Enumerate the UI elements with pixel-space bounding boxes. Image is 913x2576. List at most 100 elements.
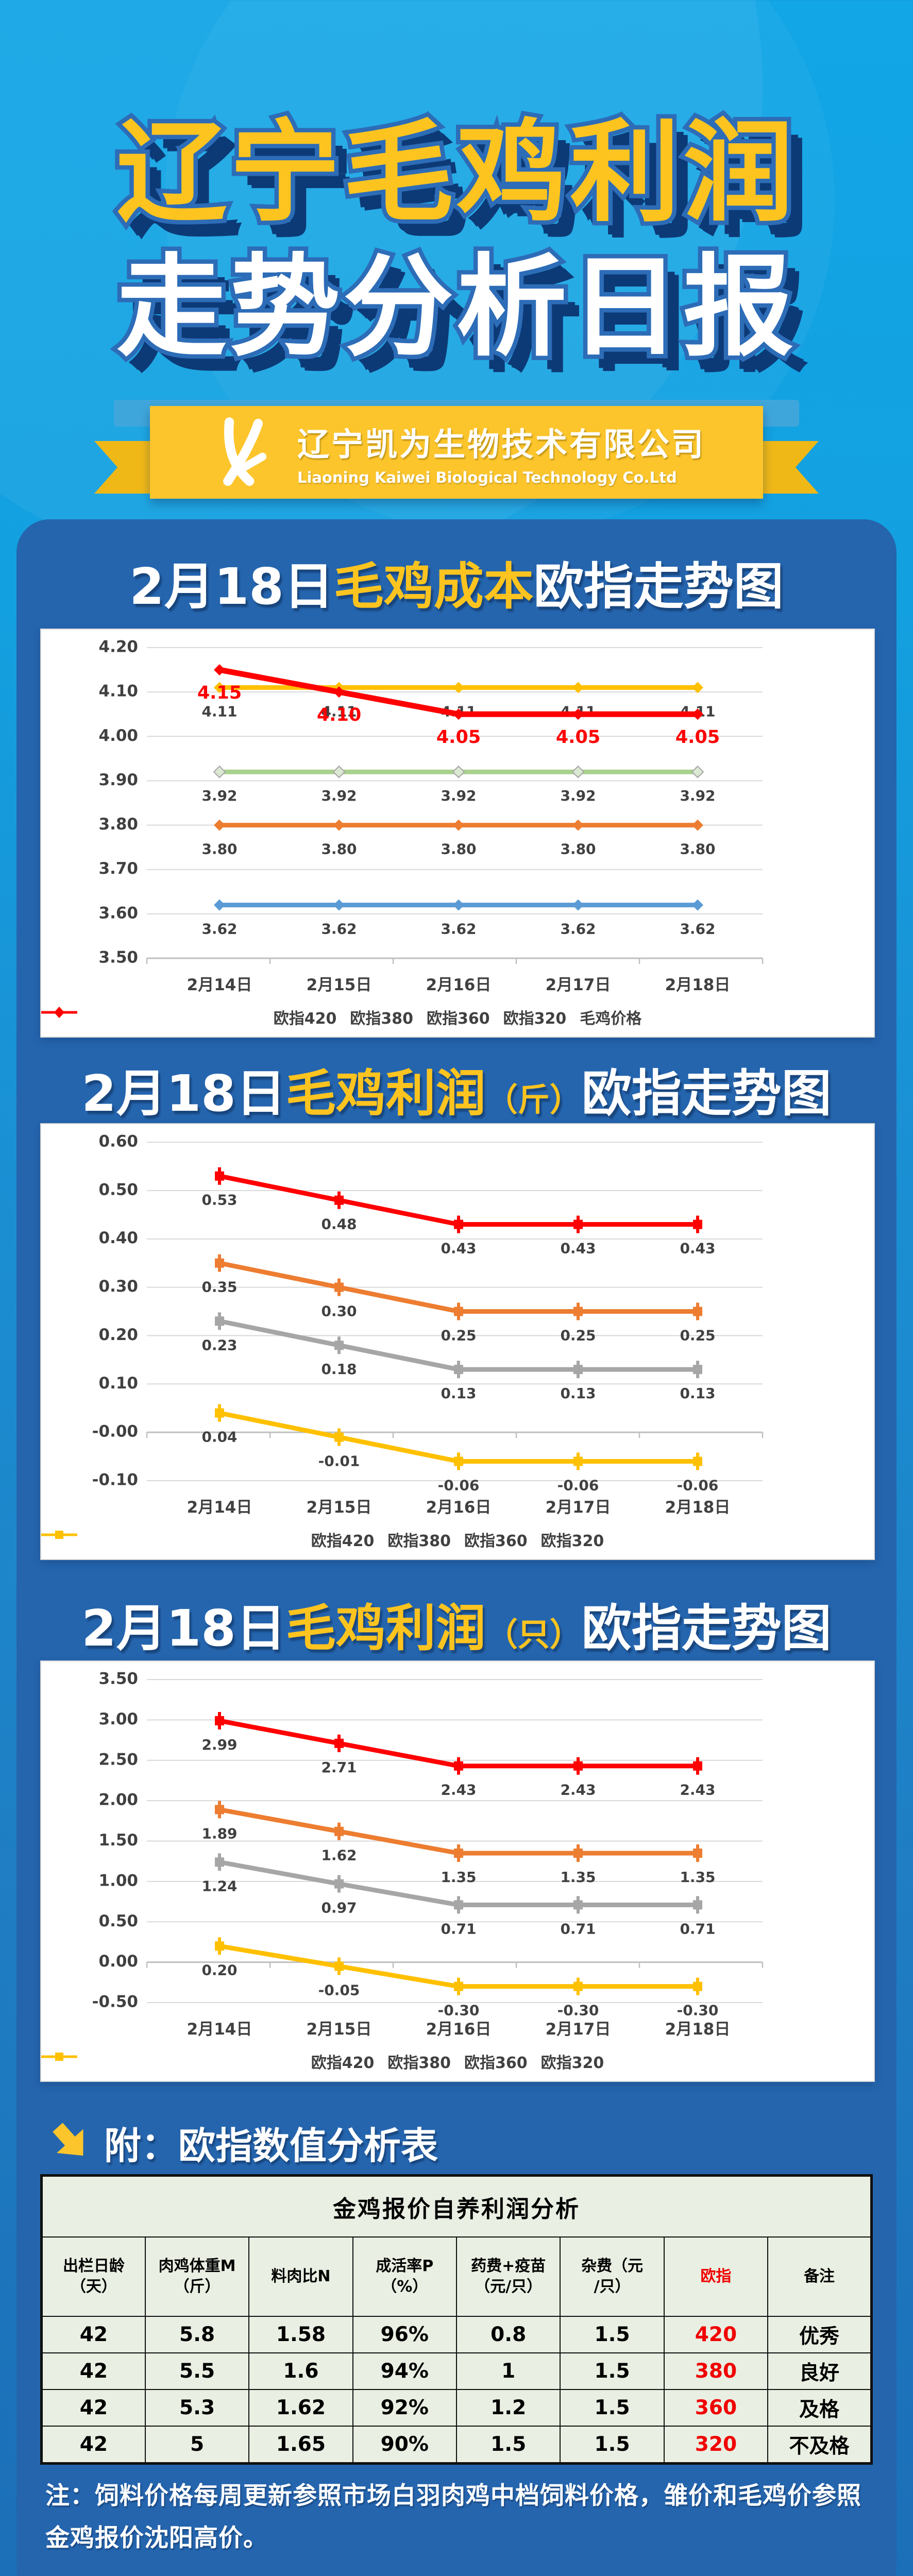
main-title-line1: 辽宁毛鸡利润 辽宁毛鸡利润 — [0, 104, 913, 241]
svg-text:2月15日: 2月15日 — [307, 976, 372, 994]
table-cell: 5.3 — [144, 2389, 250, 2427]
svg-text:2.43: 2.43 — [560, 1782, 596, 1799]
svg-text:0.25: 0.25 — [441, 1327, 476, 1344]
legend-item: 欧指360 — [41, 2050, 528, 2073]
section-title-part: 毛鸡成本 — [333, 557, 534, 616]
legend-item: 欧指420 — [41, 2050, 374, 2073]
svg-text:4.10: 4.10 — [317, 705, 361, 725]
table-cell: 1.5 — [560, 2389, 665, 2427]
svg-text:0.71: 0.71 — [680, 1920, 715, 1937]
table-cell: 1.5 — [560, 2426, 665, 2464]
svg-text:3.50: 3.50 — [99, 948, 139, 967]
svg-text:2月16日: 2月16日 — [426, 2020, 492, 2039]
legend-label: 欧指360 — [464, 1532, 528, 1550]
section-title-part: 毛鸡利润 — [285, 1599, 486, 1657]
svg-text:0.40: 0.40 — [99, 1229, 139, 1247]
svg-text:1.50: 1.50 — [99, 1831, 139, 1850]
table-header-cell: 成活率P （%） — [352, 2236, 458, 2317]
table-cell: 360 — [663, 2389, 769, 2427]
svg-text:3.80: 3.80 — [680, 841, 715, 858]
table-row: 42 5.5 1.6 94% 1 1.5 380 良好 — [41, 2352, 872, 2390]
legend-marker-icon — [41, 1531, 77, 1539]
svg-text:0.23: 0.23 — [201, 1336, 237, 1353]
svg-text:3.50: 3.50 — [99, 1670, 139, 1688]
legend-item: 欧指420 — [41, 1528, 374, 1551]
svg-text:3.62: 3.62 — [680, 921, 715, 938]
svg-text:0.48: 0.48 — [321, 1216, 357, 1233]
table-cell: 5 — [144, 2426, 250, 2464]
section-title-part: 欧指走势图 — [581, 1064, 832, 1123]
table-cell: 96% — [352, 2316, 458, 2353]
svg-text:2月17日: 2月17日 — [546, 976, 611, 994]
table-cell: 良好 — [767, 2352, 872, 2390]
svg-text:2.50: 2.50 — [99, 1750, 139, 1769]
legend-label: 欧指320 — [540, 2054, 604, 2072]
svg-text:2月17日: 2月17日 — [546, 1498, 611, 1517]
analysis-heading-row: 附：欧指数值分析表 — [53, 2115, 438, 2170]
main-title-line2-outline: 走势分析日报 — [112, 239, 798, 376]
svg-text:4.20: 4.20 — [99, 638, 139, 656]
table-header-row: 出栏日龄 （天） 肉鸡体重M （斤） 料肉比N 成活率P （%） 药费+疫苗 （元/只）… — [41, 2236, 872, 2317]
legend-marker-icon — [41, 2053, 77, 2061]
table-row: 42 5 1.65 90% 1.5 1.5 320 不及格 — [41, 2426, 872, 2464]
svg-text:-0.50: -0.50 — [92, 1993, 138, 2011]
legend-item: 欧指380 — [41, 1006, 413, 1028]
section-title-part: （斤） — [485, 1081, 582, 1118]
svg-text:3.80: 3.80 — [99, 815, 139, 834]
svg-text:-0.30: -0.30 — [557, 2002, 599, 2019]
svg-text:2月18日: 2月18日 — [665, 2020, 731, 2039]
svg-text:2月14日: 2月14日 — [187, 976, 252, 994]
profit-per-jin-chart-legend: 欧指420 欧指380 欧指360 欧指320 — [41, 1528, 874, 1551]
section-title-part: 2月18日 — [81, 1599, 286, 1657]
table-cell: 1.5 — [455, 2426, 561, 2464]
svg-text:4.11: 4.11 — [321, 703, 357, 720]
svg-text:1.35: 1.35 — [560, 1869, 596, 1886]
table-cell: 1.5 — [560, 2352, 665, 2390]
svg-text:3.80: 3.80 — [201, 841, 237, 858]
legend-label: 欧指380 — [350, 1010, 413, 1028]
table-header-cell: 药费+疫苗 （元/只） — [455, 2236, 561, 2317]
svg-text:3.92: 3.92 — [560, 787, 596, 804]
svg-text:3.70: 3.70 — [99, 859, 139, 878]
svg-text:0.43: 0.43 — [680, 1240, 715, 1257]
legend-item: 欧指360 — [41, 1006, 490, 1028]
legend-label: 欧指380 — [387, 2054, 451, 2072]
table-cell: 420 — [663, 2316, 769, 2353]
svg-text:4.05: 4.05 — [556, 727, 600, 748]
svg-text:-0.30: -0.30 — [677, 2002, 719, 2019]
section-title-part: 毛鸡利润 — [285, 1064, 486, 1123]
company-name-en: Liaoning Kaiwei Biological Technology Co… — [297, 469, 677, 486]
svg-text:-0.01: -0.01 — [318, 1453, 360, 1470]
legend-label: 欧指360 — [427, 1010, 490, 1028]
svg-text:2月16日: 2月16日 — [426, 976, 492, 994]
svg-text:0.13: 0.13 — [680, 1385, 715, 1402]
svg-text:3.80: 3.80 — [321, 841, 357, 858]
company-banner: 辽宁凯为生物技术有限公司 Liaoning Kaiwei Biological … — [94, 400, 819, 499]
section-title-part: 欧指走势图 — [533, 557, 784, 616]
table-cell: 1.6 — [248, 2352, 353, 2390]
legend-item: 欧指320 — [41, 1528, 604, 1551]
svg-text:0.43: 0.43 — [441, 1240, 476, 1257]
legend-label: 欧指360 — [464, 2054, 528, 2072]
svg-text:3.00: 3.00 — [99, 1710, 139, 1728]
svg-text:0.50: 0.50 — [99, 1180, 139, 1199]
svg-text:0.13: 0.13 — [560, 1385, 596, 1402]
svg-text:2月18日: 2月18日 — [665, 1498, 731, 1517]
table-header-cell: 料肉比N — [248, 2236, 353, 2317]
svg-text:4.11: 4.11 — [201, 703, 237, 720]
profit-per-bird-chart-plot: 3.50 3.00 2.50 2.00 1.50 1.00 0.50 0.00 -0.50 2月1… — [92, 1670, 764, 2039]
cost-index-chart-plot: 4.20 4.10 4.00 3.90 3.80 3.70 3.60 3.50 2月14日 2月1… — [99, 638, 764, 994]
svg-text:1.35: 1.35 — [680, 1869, 715, 1886]
svg-text:2.00: 2.00 — [99, 1791, 139, 1809]
svg-text:3.90: 3.90 — [99, 771, 139, 789]
svg-text:1.35: 1.35 — [441, 1869, 476, 1886]
table-cell: 1.58 — [248, 2316, 353, 2353]
legend-label: 欧指320 — [540, 1532, 604, 1550]
analysis-heading: 附：欧指数值分析表 — [104, 2124, 438, 2167]
table-cell: 优秀 — [767, 2316, 872, 2353]
svg-text:3.62: 3.62 — [201, 921, 237, 938]
table-cell: 94% — [352, 2352, 458, 2390]
main-title-line2: 走势分析日报 走势分析日报 — [0, 239, 913, 376]
table-cell: 5.5 — [144, 2352, 250, 2390]
